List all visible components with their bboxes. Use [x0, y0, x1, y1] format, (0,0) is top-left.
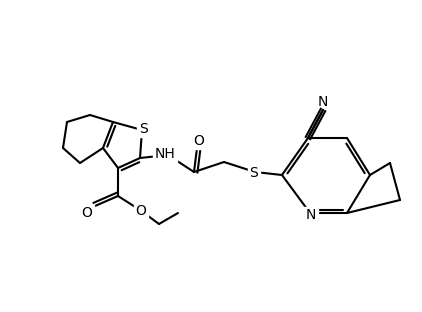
Text: O: O [194, 134, 204, 148]
Text: O: O [135, 204, 146, 218]
Text: NH: NH [154, 147, 176, 161]
Text: N: N [306, 208, 316, 222]
Text: N: N [318, 95, 328, 109]
Text: S: S [250, 166, 258, 180]
Text: S: S [138, 122, 147, 136]
Text: O: O [81, 206, 92, 220]
